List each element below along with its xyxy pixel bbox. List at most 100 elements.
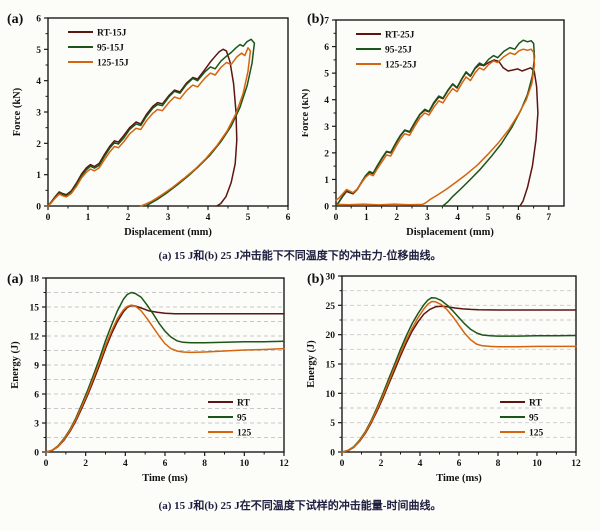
x-tick-label: 0 [44,459,49,469]
y-axis-label: Energy (J) [10,341,21,389]
x-tick-label: 10 [240,459,250,469]
legend-label-125: 125 [237,429,252,439]
y-tick-label: 25 [326,302,336,312]
legend-label-95: 95 [529,414,539,424]
x-axis-label: Displacement (mm) [406,227,494,238]
legend: RT 95 125 [208,399,252,439]
legend: RT-15J 95-15J 125-15J [68,29,129,69]
x-tick-label: 5 [246,213,251,223]
y-tick-label: 5 [330,419,335,429]
legend-label-125: 125 [529,429,544,439]
y-tick-label: 12 [30,333,40,343]
chart-canvas-energy-time-15J: 0 2 4 6 8 10 12 0 3 6 9 12 15 18 Time (ms) Energy (J) RT… [10,275,289,485]
panel-label-a-top: (a) [7,12,24,27]
y-tick-label: 3 [324,123,329,133]
chart-canvas-energy-time-25J: 0 2 4 6 8 10 12 0 5 10 15 20 25 30 Time (ms) Energy (J)… [306,273,581,485]
legend-label-RT-15J: RT-15J [97,29,127,39]
x-tick-label: 5 [486,213,491,223]
legend-label-125-15J: 125-15J [97,59,129,69]
series-125-15J [47,47,252,207]
x-tick-label: 12 [571,459,581,469]
x-tick-label: 3 [425,213,430,223]
legend-label-RT-25J: RT-25J [385,31,415,41]
y-tick-label: 20 [326,331,336,341]
series-RT-15J [47,48,238,207]
chart-canvas-force-displacement-25J: 0 1 2 3 4 5 6 7 0 1 2 3 4 5 6 7 Displacement (mm) Force (… [302,17,565,238]
x-tick-label: 6 [457,459,462,469]
y-tick-label: 0 [34,449,39,459]
x-tick-label: 0 [340,459,345,469]
x-tick-label: 6 [163,459,168,469]
y-tick-label: 4 [324,96,329,106]
legend-label-95: 95 [237,414,247,424]
series-95-25J [335,39,536,207]
x-tick-label: 2 [394,213,399,223]
legend-label-95-25J: 95-25J [385,46,412,56]
caption-energy-time: (a) 15 J和(b) 25 J在不同温度下试样的冲击能量-时间曲线。 [158,500,442,512]
y-tick-label: 3 [34,420,39,430]
x-tick-label: 1 [364,213,369,223]
y-tick-label: 5 [324,70,329,80]
y-axis-label: Energy (J) [306,340,317,388]
x-tick-label: 4 [206,213,211,223]
y-tick-label: 0 [324,203,329,213]
x-tick-label: 0 [334,213,339,223]
legend-label-RT: RT [237,399,251,409]
x-tick-label: 6 [516,213,521,223]
x-tick-label: 2 [379,459,384,469]
legend-label-125-25J: 125-25J [385,61,417,71]
y-tick-label: 4 [36,77,41,87]
x-tick-label: 0 [46,213,51,223]
series-125 [45,304,285,453]
y-tick-label: 9 [34,362,39,372]
x-tick-label: 7 [546,213,551,223]
y-tick-label: 3 [36,109,41,119]
y-tick-label: 7 [324,17,329,27]
y-tick-label: 2 [324,149,329,159]
y-tick-label: 30 [326,273,336,283]
x-tick-label: 2 [126,213,131,223]
x-axis-label: Displacement (mm) [124,227,212,238]
y-tick-label: 0 [330,449,335,459]
x-axis-label: Time (ms) [142,473,188,484]
y-axis-label: Force (kN) [12,87,23,136]
chart-canvas-force-displacement-15J: 0 1 2 3 4 5 6 0 1 2 3 4 5 6 Displacement (mm) Force (kN… [12,15,291,239]
y-tick-label: 6 [34,391,39,401]
x-tick-label: 4 [418,459,423,469]
x-tick-label: 10 [532,459,542,469]
chart-energy-time-15J: (a) 0 2 4 6 8 10 12 0 3 6 9 12 15 18 Time (ms) Energy (… [2,264,298,496]
x-tick-label: 8 [202,459,207,469]
chart-force-displacement-15J: (a) 0 1 2 3 4 5 6 0 1 2 3 4 5 6 Displacement (mm) Force… [2,4,298,246]
y-tick-label: 15 [30,304,40,314]
legend-label-95-15J: 95-15J [97,44,124,54]
x-tick-label: 8 [496,459,501,469]
panel-label-a-bottom: (a) [7,272,24,287]
y-tick-label: 6 [324,43,329,53]
legend-label-RT: RT [529,399,543,409]
x-tick-label: 12 [279,459,289,469]
series-95-15J [47,38,256,207]
x-tick-label: 3 [166,213,171,223]
legend: RT-25J 95-25J 125-25J [356,31,417,71]
y-tick-label: 10 [326,390,336,400]
x-tick-label: 4 [123,459,128,469]
y-tick-label: 6 [36,15,41,25]
y-tick-label: 1 [324,176,329,186]
y-axis-label: Force (kN) [302,88,311,137]
y-tick-label: 0 [36,203,41,213]
plot-frame [45,277,285,453]
series-125 [341,300,577,453]
legend: RT 95 125 [500,399,544,439]
y-tick-label: 18 [30,275,40,285]
x-axis-label: Time (ms) [436,473,482,484]
y-tick-label: 2 [36,140,41,150]
caption-force-displacement: (a) 15 J和(b) 25 J冲击能下不同温度下的冲击力-位移曲线。 [158,250,442,262]
chart-energy-time-25J: (b) 0 2 4 6 8 10 12 0 5 10 15 20 25 30 Time (ms) Energy… [302,264,598,496]
y-tick-label: 1 [36,171,41,181]
x-tick-label: 6 [286,213,291,223]
x-tick-label: 4 [455,213,460,223]
x-tick-label: 1 [86,213,91,223]
x-tick-label: 2 [83,459,88,469]
y-tick-label: 5 [36,46,41,56]
